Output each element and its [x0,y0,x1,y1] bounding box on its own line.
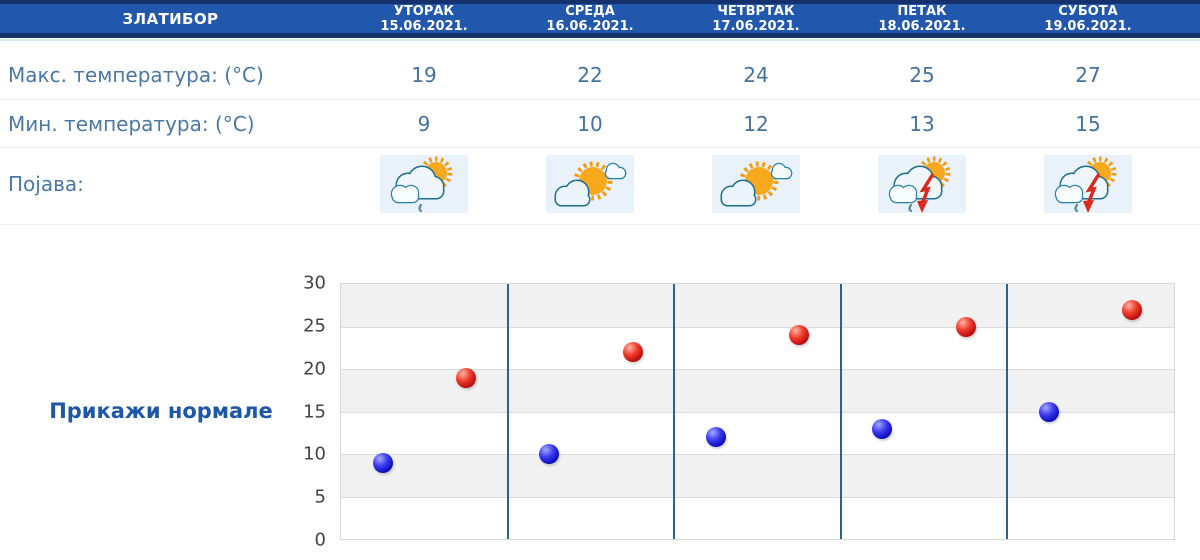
max-temp-point [1122,299,1143,320]
table-header: ЗЛАТИБОР УТОРАК 15.06.2021. СРЕДА 16.06.… [0,0,1200,38]
chart-gridline [341,411,1174,413]
day-separator-line [1006,284,1009,539]
min-temp-point [872,418,893,439]
row-divider [0,224,1200,225]
location-title: ЗЛАТИБОР [122,10,219,28]
day-date: 18.06.2021. [878,19,966,34]
max-temp-row: Макс. температура: (°C) 19 22 24 25 27 [0,45,1200,105]
min-temp-point [705,427,726,447]
max-temp-value: 22 [577,63,603,87]
chart-gridline [341,326,1174,328]
chart-band [341,326,1174,369]
y-axis-tick-label: 30 [303,272,326,294]
max-temp-point [455,367,476,388]
day-date: 15.06.2021. [380,19,468,34]
max-temp-point [622,342,643,362]
max-temp-value: 25 [909,63,935,87]
min-temp-point [1039,401,1060,422]
day-header-saturday: СУБОТА 19.06.2021. [1005,4,1171,34]
chart-band [341,496,1174,539]
day-name: ПЕТАК [897,4,947,19]
min-temp-value: 10 [577,112,603,136]
day-header-friday: ПЕТАК 18.06.2021. [839,4,1005,34]
chart-band [341,411,1174,454]
phenomenon-row: Појава: [0,146,1200,222]
partly-sunny-icon [712,155,800,213]
min-temp-label: Мин. температура: (°C) [8,112,255,136]
phenomenon-label: Појава: [8,172,84,196]
max-temp-label: Макс. температура: (°C) [8,63,264,87]
day-name: ЧЕТВРТАК [717,4,795,19]
sun-clouds-light-rain-icon [380,155,468,213]
max-temp-point [789,325,810,345]
day-header-wednesday: СРЕДА 16.06.2021. [507,4,673,34]
min-temp-row: Мин. температура: (°C) 9 10 12 13 15 [0,100,1200,148]
min-temp-value: 12 [743,112,769,136]
day-name: УТОРАК [393,4,455,19]
show-normals-link[interactable]: Прикажи нормале [49,399,273,423]
thunderstorm-sun-icon [878,155,966,213]
day-header-tuesday: УТОРАК 15.06.2021. [341,4,507,34]
chart-gridline [341,369,1174,370]
chart-band [341,369,1174,412]
day-date: 16.06.2021. [546,19,634,34]
day-name: СРЕДА [565,4,615,19]
min-temp-value: 13 [909,112,935,136]
temperature-chart-plot [340,283,1175,540]
day-date: 19.06.2021. [1044,19,1132,34]
chart-gridline [341,496,1174,498]
min-temp-value: 15 [1075,112,1101,136]
day-header-thursday: ЧЕТВРТАК 17.06.2021. [673,4,839,34]
chart-band [341,284,1174,327]
chart-gridline [341,454,1174,455]
min-temp-value: 9 [417,112,431,136]
y-axis-tick-label: 10 [303,443,326,465]
partly-sunny-icon [546,155,634,213]
row-divider [0,147,1200,148]
row-divider [0,99,1200,100]
header-underline [0,39,1200,41]
max-temp-value: 19 [411,63,437,87]
day-date: 17.06.2021. [712,19,800,34]
min-temp-point [539,444,560,464]
y-axis-tick-label: 0 [314,529,326,551]
day-separator-line [506,284,509,539]
y-axis-tick-label: 20 [303,358,326,380]
chart-y-axis: 30 25 20 15 10 5 0 [280,273,332,551]
day-name: СУБОТА [1058,4,1118,19]
max-temp-value: 24 [743,63,769,87]
y-axis-tick-label: 5 [314,486,326,508]
y-axis-tick-label: 25 [303,315,326,337]
thunderstorm-sun-icon [1044,155,1132,213]
day-separator-line [839,284,842,539]
max-temp-point [955,316,976,337]
min-temp-point [372,452,393,473]
day-separator-line [673,284,676,539]
y-axis-tick-label: 15 [303,401,326,422]
chart-band [341,454,1174,497]
max-temp-value: 27 [1075,63,1101,87]
